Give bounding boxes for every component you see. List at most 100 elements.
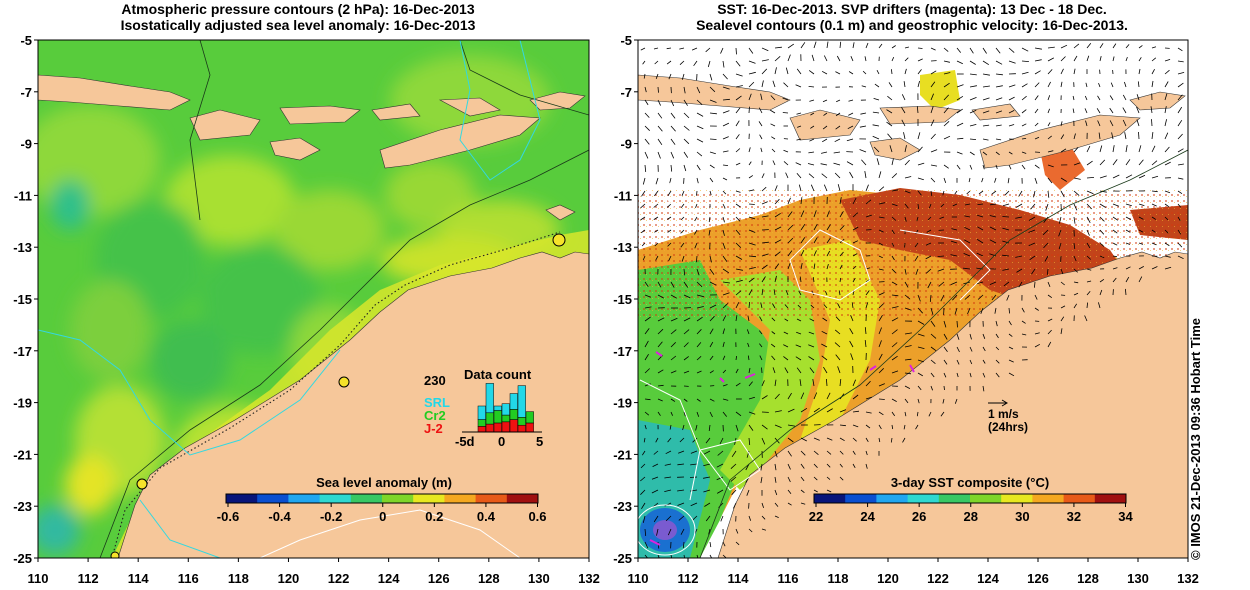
velocity-arrow	[657, 151, 661, 159]
velocity-arrow	[995, 333, 999, 339]
velocity-arrow	[1138, 276, 1143, 283]
velocity-arrow	[943, 372, 947, 378]
velocity-arrow	[813, 450, 819, 456]
velocity-arrow	[891, 158, 894, 166]
velocity-arrow	[1002, 227, 1010, 231]
velocity-arrow	[1073, 242, 1076, 250]
right-lat-label: -9	[620, 137, 632, 152]
velocity-arrow	[787, 262, 791, 270]
velocity-arrow	[1047, 190, 1050, 198]
velocity-arrow	[812, 277, 815, 283]
velocity-arrow	[1124, 132, 1127, 140]
velocity-arrow	[653, 47, 659, 50]
velocity-arrow	[1099, 43, 1104, 49]
velocity-arrow	[644, 306, 652, 309]
velocity-arrow	[1151, 69, 1155, 75]
velocity-arrow	[1125, 276, 1130, 283]
velocity-arrow	[1177, 72, 1185, 75]
indonesian-islands	[38, 74, 586, 221]
velocity-arrow	[865, 380, 871, 387]
velocity-arrow	[861, 85, 867, 88]
right-lat-label: -11	[614, 188, 632, 203]
velocity-arrow	[683, 398, 688, 402]
velocity-arrow	[1125, 288, 1127, 296]
velocity-arrow	[1099, 255, 1105, 259]
velocity-arrow	[963, 267, 971, 270]
velocity-arrow	[956, 137, 964, 140]
velocity-arrow	[1098, 82, 1101, 88]
velocity-arrow	[1177, 229, 1182, 235]
velocity-arrow	[838, 290, 841, 296]
velocity-arrow	[1177, 60, 1184, 63]
velocity-arrow	[1112, 229, 1118, 234]
velocity-arrow	[990, 203, 997, 206]
velocity-arrow	[722, 355, 726, 361]
velocity-arrow	[839, 409, 847, 413]
velocity-arrow	[1177, 47, 1183, 52]
left-colorbar: Sea level anomaly (m) -0.6 -0.4 -0.2 0 0.2 0.…	[217, 475, 547, 524]
velocity-arrow	[760, 302, 763, 309]
velocity-arrow	[670, 355, 677, 361]
velocity-arrow	[784, 318, 789, 322]
velocity-arrow	[891, 173, 898, 179]
velocity-arrow	[937, 255, 945, 257]
velocity-arrow	[657, 411, 661, 416]
velocity-arrow	[1112, 277, 1117, 283]
velocity-arrow	[956, 108, 963, 114]
velocity-arrow	[709, 177, 714, 183]
velocity-arrow	[709, 355, 714, 361]
velocity-arrow	[1047, 57, 1054, 62]
velocity-arrow	[1060, 44, 1068, 49]
velocity-arrow	[878, 186, 885, 192]
velocity-arrow	[654, 60, 659, 65]
velocity-arrow	[760, 476, 763, 484]
velocity-arrow	[761, 424, 768, 430]
velocity-arrow	[982, 85, 990, 88]
velocity-arrow	[1034, 177, 1038, 184]
velocity-arrow	[692, 437, 698, 443]
right-lon-label: 126	[1027, 571, 1049, 586]
velocity-arrow	[826, 476, 831, 480]
velocity-arrow	[878, 383, 885, 387]
velocity-arrow	[679, 60, 685, 65]
velocity-arrow	[644, 316, 651, 322]
velocity-arrow	[1002, 254, 1010, 257]
velocity-arrow	[808, 86, 815, 88]
left-colorbar-cell	[288, 494, 321, 503]
velocity-arrow	[1008, 47, 1015, 53]
velocity-arrow	[1015, 216, 1023, 219]
velocity-arrow	[748, 203, 755, 205]
velocity-arrow	[930, 346, 937, 352]
right-colorbar-cell	[814, 494, 846, 503]
velocity-arrow	[709, 281, 717, 286]
velocity-arrow	[1099, 159, 1106, 166]
right-colorbar-cell	[938, 494, 971, 503]
velocity-arrow	[976, 281, 984, 285]
velocity-arrow	[917, 203, 919, 209]
velocity-arrow	[925, 268, 932, 274]
velocity-arrow	[759, 343, 763, 348]
velocity-arrow	[839, 463, 843, 468]
velocity-arrow	[839, 476, 844, 481]
velocity-arrow	[991, 190, 997, 195]
velocity-arrow	[667, 190, 672, 197]
velocity-arrow	[722, 315, 727, 322]
velocity-arrow	[1110, 82, 1114, 88]
velocity-arrow	[865, 437, 869, 443]
velocity-arrow	[846, 161, 854, 166]
velocity-arrow	[670, 342, 676, 348]
velocity-arrow	[977, 214, 984, 218]
velocity-arrow	[761, 515, 766, 520]
velocity-arrow	[722, 164, 729, 166]
velocity-arrow	[1044, 255, 1049, 262]
data-count-inset: Data count 230 SRL Cr2 J-2 -5d 0 5	[424, 367, 543, 449]
velocity-arrow	[1099, 289, 1103, 296]
velocity-arrow	[696, 151, 703, 157]
velocity-arrow	[810, 184, 815, 192]
velocity-arrow	[865, 450, 868, 456]
velocity-arrow	[852, 424, 859, 428]
right-colorbar-title: 3-day SST composite (°C)	[891, 475, 1049, 490]
left-lon-label: 128	[478, 571, 500, 586]
velocity-arrow	[982, 385, 985, 392]
